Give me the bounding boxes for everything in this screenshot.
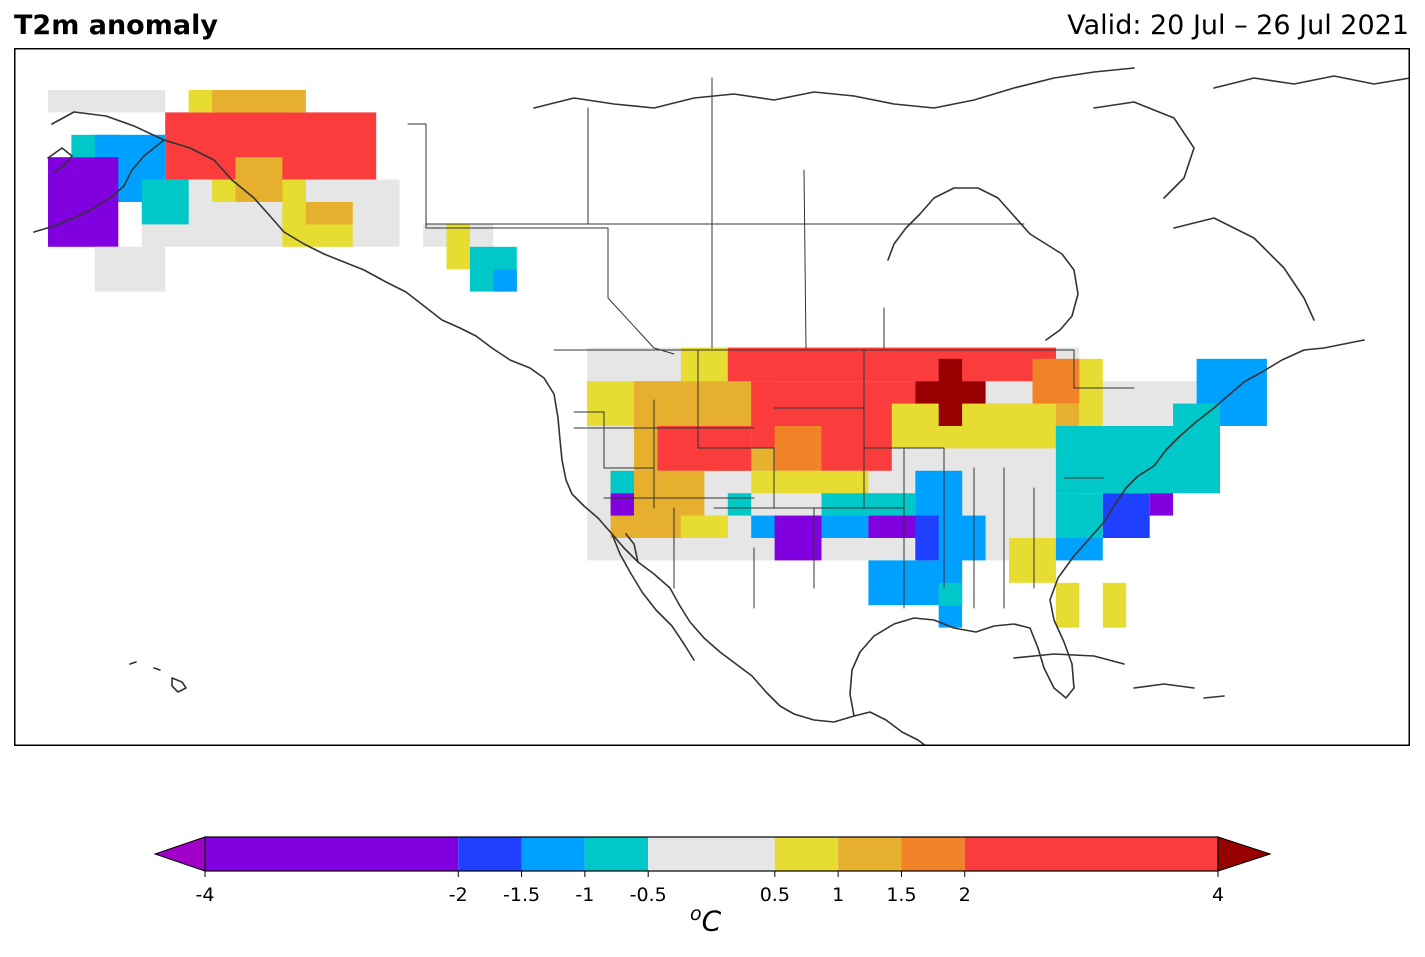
anomaly-cell-12	[305, 202, 353, 225]
colorbar-extend-max	[1217, 836, 1272, 872]
colorbar-segment-2	[521, 837, 585, 871]
anomaly-cell-48	[1009, 538, 1056, 583]
anomaly-cell-8	[141, 179, 189, 225]
colorbar-segment-8	[964, 837, 1218, 871]
anomaly-cell-30	[1079, 358, 1103, 426]
anomaly-peak-cell-1	[938, 358, 963, 426]
map-frame	[14, 48, 1410, 746]
colorbar-tick-label-2: -1.5	[503, 884, 540, 906]
colorbar-segment-1	[458, 837, 522, 871]
hudson-bay	[887, 187, 1079, 341]
anomaly-cell-15	[446, 224, 470, 270]
baja-california	[611, 533, 695, 661]
political-borders	[407, 77, 1135, 609]
arctic-islands	[533, 67, 1410, 321]
anomaly-cell-35	[610, 470, 634, 494]
colorbar-tick-label-7: 1.5	[886, 884, 916, 906]
anomaly-cell-36	[751, 470, 869, 494]
gulf-coast	[849, 339, 1365, 717]
anomaly-cell-28	[891, 403, 1056, 449]
colorbar-segment-7	[901, 837, 965, 871]
anomaly-cell-54	[1149, 493, 1174, 516]
anomaly-cell-34	[610, 493, 634, 516]
unit-letter: C	[701, 904, 722, 938]
alaska-peninsula	[33, 139, 165, 233]
colorbar-ticks: -4 -2 -1.5 -1 -0.5 0.5 1 1.5 2 4	[196, 871, 1224, 906]
anomaly-cell-13	[94, 246, 166, 292]
colorbar: -4 -2 -1.5 -1 -0.5 0.5 1 1.5 2 4	[153, 836, 1272, 906]
coastlines-and-borders	[33, 67, 1410, 746]
pacific-coastline	[47, 111, 927, 746]
anomaly-cell-21	[680, 347, 728, 382]
colorbar-segment-6	[838, 837, 902, 871]
colorbar-segment-4	[648, 837, 775, 871]
anomaly-cell-47	[938, 605, 963, 628]
valid-period: Valid: 20 Jul – 26 Jul 2021	[1067, 10, 1409, 41]
colorbar-tick-label-3: -1	[575, 884, 594, 906]
anomaly-cell-50	[1055, 426, 1220, 494]
colorbar-segment-0	[205, 837, 459, 871]
colorbar-tick-label-6: 1	[832, 884, 844, 906]
anomaly-cell-49	[1102, 582, 1127, 628]
anomaly-cell-26	[774, 426, 822, 471]
caribbean	[1013, 653, 1225, 699]
colorbar-tick-label-1: -2	[449, 884, 468, 906]
anomaly-cell-38	[915, 470, 963, 516]
map-title: T2m anomaly	[14, 10, 218, 41]
colorbar-segment-5	[774, 837, 839, 871]
unit-degree-symbol: o	[690, 903, 702, 925]
anomaly-cell-23	[727, 347, 1056, 382]
colorbar-frame	[204, 836, 1219, 872]
colorbar-unit: oC	[690, 903, 721, 937]
anomaly-cell-51	[1055, 493, 1103, 538]
colorbar-tick-label-9: 4	[1212, 884, 1224, 906]
anomaly-cells	[48, 90, 1267, 628]
anomaly-cell-2	[212, 90, 306, 113]
colorbar-tick-label-5: 0.5	[760, 884, 790, 906]
colorbar-extend-min	[153, 836, 206, 872]
anomaly-cell-44	[727, 493, 752, 516]
anomaly-map	[14, 48, 1410, 746]
colorbar-tick-label-0: -4	[196, 884, 215, 906]
anomaly-cell-57	[1055, 582, 1080, 628]
colorbar-segments	[153, 836, 1272, 872]
anomaly-cell-31	[1032, 358, 1080, 404]
colorbar-tick-label-4: -0.5	[630, 884, 667, 906]
colorbar-segment-3	[584, 837, 649, 871]
anomaly-cell-53	[1102, 493, 1150, 538]
colorbar-tick-label-8: 2	[959, 884, 971, 906]
anomaly-cell-43	[938, 515, 986, 561]
anomaly-cell-17	[493, 269, 517, 292]
anomaly-cell-37	[821, 493, 916, 516]
anomaly-cell-56	[1173, 403, 1220, 426]
anomaly-cell-7	[48, 157, 119, 247]
hawaii	[129, 661, 187, 693]
anomaly-cell-33	[680, 515, 728, 538]
anomaly-cell-3	[48, 90, 166, 113]
anomaly-cell-46	[938, 582, 963, 606]
anomaly-cell-10	[235, 157, 283, 202]
